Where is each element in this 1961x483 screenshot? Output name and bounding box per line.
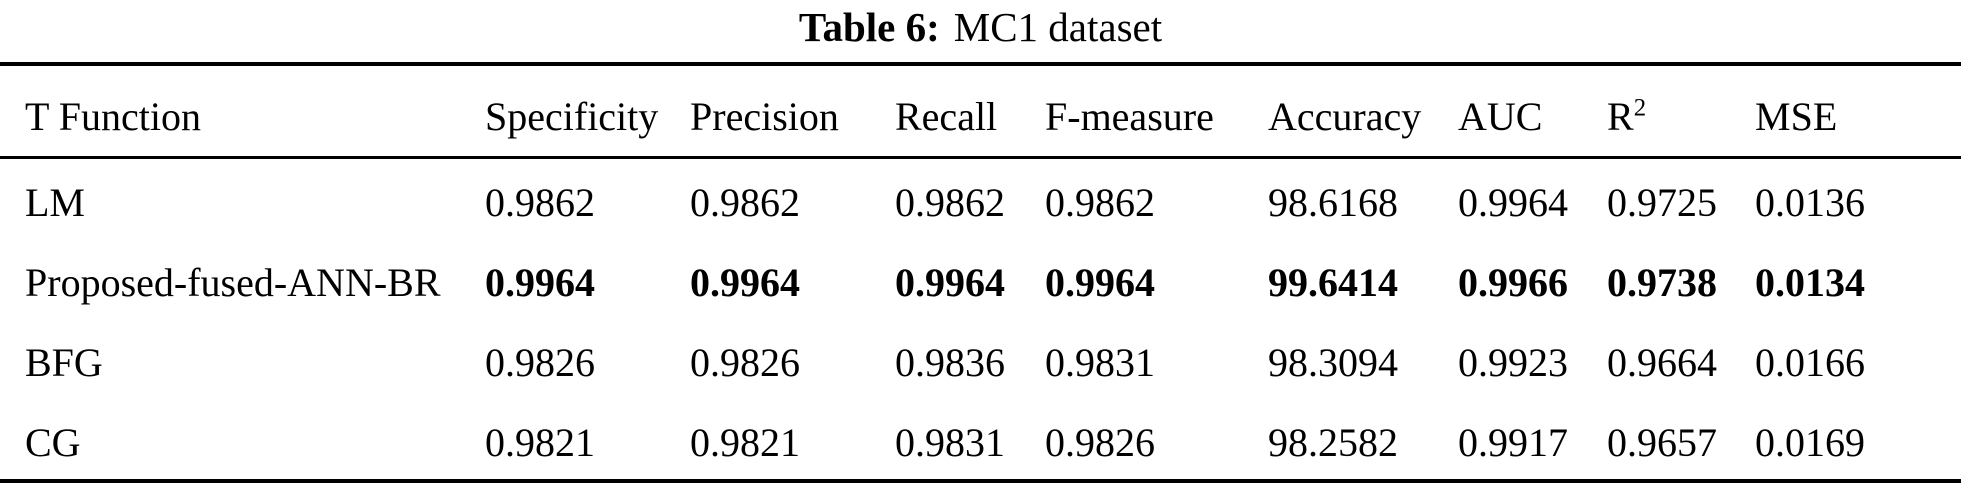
precision-cell: 0.9821 <box>690 420 800 465</box>
table-body: LM 0.9862 0.9862 0.9862 0.9862 98.6168 0.9964 0… <box>0 158 1961 482</box>
specificity-cell: 0.9862 <box>485 180 595 225</box>
table-caption: Table 6: MC1 dataset <box>0 0 1961 62</box>
specificity-cell: 0.9821 <box>485 420 595 465</box>
column-header-superscript: 2 <box>1633 94 1647 122</box>
f-measure-cell: 0.9964 <box>1045 260 1155 305</box>
column-header-auc: AUC <box>1458 64 1607 159</box>
recall-cell: 0.9836 <box>895 340 1005 385</box>
mse-cell: 0.0136 <box>1755 180 1865 225</box>
column-header-f-measure: F-measure <box>1045 64 1268 159</box>
column-header-precision: Precision <box>690 64 895 159</box>
precision-cell: 0.9964 <box>690 260 800 305</box>
column-header-t-function: T Function <box>0 64 485 159</box>
recall-cell: 0.9831 <box>895 420 1005 465</box>
mse-cell: 0.0134 <box>1755 260 1865 305</box>
t-function-cell: CG <box>25 420 81 465</box>
auc-cell: 0.9966 <box>1458 260 1568 305</box>
accuracy-cell: 98.3094 <box>1268 340 1398 385</box>
auc-cell: 0.9923 <box>1458 340 1568 385</box>
precision-cell: 0.9862 <box>690 180 800 225</box>
t-function-cell: Proposed-fused-ANN-BR <box>25 260 441 305</box>
table-header-row: T Function Specificity Precision Recall F-me… <box>0 64 1961 159</box>
column-header-accuracy: Accuracy <box>1268 64 1458 159</box>
recall-cell: 0.9964 <box>895 260 1005 305</box>
column-header-recall: Recall <box>895 64 1045 159</box>
table-row-proposed-fused-ann-br: Proposed-fused-ANN-BR 0.9964 0.9964 0.9964 0… <box>0 239 1961 319</box>
auc-cell: 0.9917 <box>1458 420 1568 465</box>
t-function-cell: BFG <box>25 340 103 385</box>
column-header-r2: R2 <box>1607 64 1755 159</box>
accuracy-cell: 99.6414 <box>1268 260 1398 305</box>
f-measure-cell: 0.9826 <box>1045 420 1155 465</box>
accuracy-cell: 98.2582 <box>1268 420 1398 465</box>
precision-cell: 0.9826 <box>690 340 800 385</box>
specificity-cell: 0.9964 <box>485 260 595 305</box>
recall-cell: 0.9862 <box>895 180 1005 225</box>
f-measure-cell: 0.9862 <box>1045 180 1155 225</box>
r2-cell: 0.9738 <box>1607 260 1717 305</box>
t-function-cell: LM <box>25 180 85 225</box>
results-table: T Function Specificity Precision Recall F-me… <box>0 62 1961 483</box>
auc-cell: 0.9964 <box>1458 180 1568 225</box>
f-measure-cell: 0.9831 <box>1045 340 1155 385</box>
r2-cell: 0.9657 <box>1607 420 1717 465</box>
column-header-mse: MSE <box>1755 64 1961 159</box>
table-row-lm: LM 0.9862 0.9862 0.9862 0.9862 98.6168 0.9964 0… <box>0 158 1961 240</box>
mse-cell: 0.0166 <box>1755 340 1865 385</box>
table-caption-title: MC1 dataset <box>953 4 1163 50</box>
specificity-cell: 0.9826 <box>485 340 595 385</box>
table-row-bfg: BFG 0.9826 0.9826 0.9836 0.9831 98.3094 0.9923… <box>0 319 1961 399</box>
r2-cell: 0.9725 <box>1607 180 1717 225</box>
table-caption-number: Table 6: <box>798 4 940 50</box>
table-row-cg: CG 0.9821 0.9821 0.9831 0.9826 98.2582 0.9917 0… <box>0 399 1961 481</box>
accuracy-cell: 98.6168 <box>1268 180 1398 225</box>
r2-cell: 0.9664 <box>1607 340 1717 385</box>
column-header-specificity: Specificity <box>485 64 690 159</box>
mse-cell: 0.0169 <box>1755 420 1865 465</box>
